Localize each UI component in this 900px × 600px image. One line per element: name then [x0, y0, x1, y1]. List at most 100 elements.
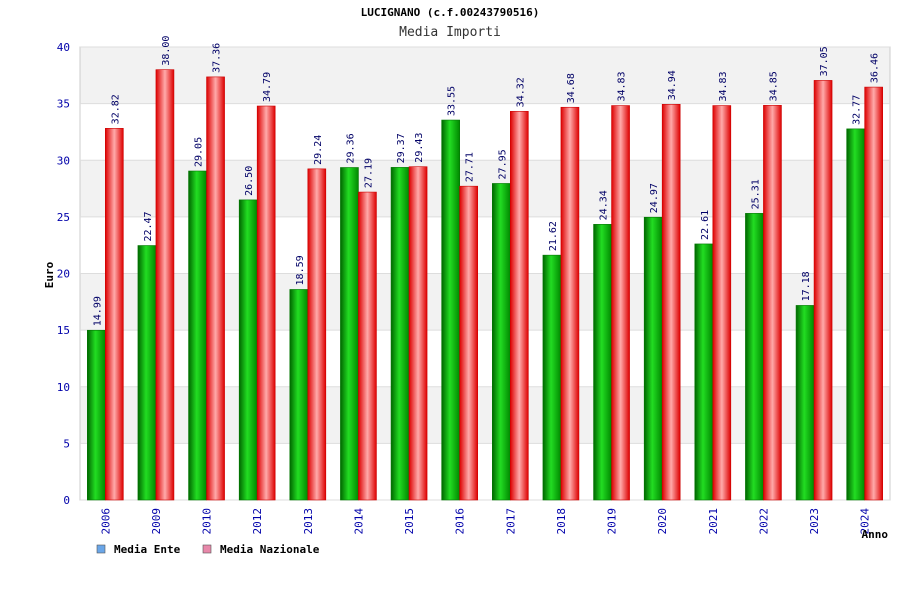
- bar-value-label: 34.83: [617, 71, 628, 101]
- bar-media-nazionale: [459, 185, 478, 501]
- bar-media-nazionale: [611, 105, 630, 501]
- bar-media-nazionale: [105, 128, 124, 501]
- bar-value-label: 34.94: [667, 70, 678, 100]
- bar-value-label: 37.36: [212, 43, 223, 73]
- x-tick-label: 2010: [201, 508, 214, 535]
- bar-media-nazionale: [763, 105, 782, 501]
- bar-value-label: 29.24: [313, 135, 324, 165]
- x-tick-label: 2019: [606, 508, 619, 535]
- bar-value-label: 29.36: [345, 133, 356, 163]
- bar-value-label: 36.46: [870, 53, 881, 83]
- y-tick-label: 0: [63, 494, 70, 507]
- bar-media-ente: [795, 305, 815, 501]
- bar-value-label: 34.32: [515, 77, 526, 107]
- bar-value-label: 32.77: [852, 95, 863, 125]
- bar-value-label: 34.68: [566, 73, 577, 103]
- bar-value-label: 34.85: [768, 71, 779, 101]
- bar-media-ente: [593, 224, 612, 501]
- bar-value-label: 27.95: [497, 149, 508, 179]
- x-tick-label: 2013: [302, 508, 315, 535]
- bar-media-nazionale: [510, 111, 529, 501]
- x-tick-label: 2024: [859, 508, 872, 535]
- y-tick-label: 20: [57, 268, 70, 281]
- legend-swatch-media-ente: [96, 544, 106, 554]
- bar-value-label: 29.05: [194, 137, 205, 167]
- y-tick-label: 30: [57, 154, 70, 167]
- bar-value-label: 34.83: [718, 71, 729, 101]
- x-tick-label: 2021: [707, 508, 720, 535]
- x-axis-label: Anno: [862, 528, 889, 541]
- bar-media-ente: [643, 216, 663, 501]
- bar-media-ente: [694, 243, 714, 501]
- bar-media-ente: [846, 128, 865, 501]
- bar-media-nazionale: [408, 166, 428, 501]
- bar-media-ente: [238, 199, 258, 501]
- x-tick-label: 2012: [251, 508, 264, 535]
- legend-label-media-ente: Media Ente: [114, 543, 181, 556]
- bars: [87, 69, 883, 501]
- x-tick-label: 2023: [808, 508, 821, 535]
- x-tick-label: 2014: [352, 508, 365, 535]
- bar-media-ente: [542, 254, 562, 501]
- y-tick-label: 40: [57, 41, 70, 54]
- y-tick-label: 15: [57, 324, 70, 337]
- bar-value-label: 14.99: [92, 296, 103, 326]
- bar-value-label: 24.97: [649, 183, 660, 213]
- bar-value-label: 27.19: [363, 158, 374, 188]
- bar-value-label: 21.62: [548, 221, 559, 251]
- bar-value-label: 24.34: [599, 190, 610, 220]
- bar-media-nazionale: [307, 168, 327, 501]
- chart-title: LUCIGNANO (c.f.00243790516): [360, 6, 540, 19]
- y-tick-label: 35: [57, 98, 70, 111]
- bar-value-label: 27.71: [465, 152, 476, 182]
- bar-media-nazionale: [712, 105, 732, 501]
- bar-value-label: 17.18: [801, 271, 812, 301]
- bar-media-ente: [87, 329, 106, 501]
- bar-media-ente: [441, 119, 460, 501]
- value-labels: 14.99 32.82 22.47 38.00 29.05 37.36 26.50 34.79…: [92, 36, 880, 327]
- x-tick-label: 2006: [99, 508, 112, 535]
- bar-value-label: 37.05: [819, 46, 830, 76]
- x-tick-label: 2017: [504, 508, 517, 535]
- y-axis-label: Euro: [43, 261, 56, 288]
- bar-value-label: 29.43: [414, 133, 425, 163]
- x-tick-label: 2022: [757, 508, 770, 535]
- x-tick-label: 2015: [403, 508, 416, 535]
- x-tick-label: 2018: [555, 508, 568, 535]
- bar-value-label: 22.47: [143, 211, 154, 241]
- bar-value-label: 32.82: [110, 94, 121, 124]
- bar-media-nazionale: [560, 106, 580, 501]
- bar-media-nazionale: [661, 104, 681, 501]
- bar-value-label: 25.31: [750, 179, 761, 209]
- y-tick-label: 25: [57, 211, 70, 224]
- legend-swatch-media-nazionale: [202, 544, 212, 554]
- bar-media-ente: [340, 167, 359, 501]
- bar-media-ente: [390, 167, 410, 501]
- bar-value-label: 18.59: [295, 255, 306, 285]
- bar-media-ente: [745, 213, 764, 501]
- bar-value-label: 29.37: [396, 133, 407, 163]
- y-tick-label: 10: [57, 381, 70, 394]
- chart-subtitle: Media Importi: [399, 25, 501, 40]
- bar-media-nazionale: [813, 80, 833, 501]
- bar-value-label: 33.55: [447, 86, 458, 116]
- x-axis-ticks: 2006 2009 2010 2012 2013 2014 2015 2016 2017 2018…: [99, 508, 871, 535]
- bar-value-label: 34.79: [262, 72, 273, 102]
- bar-value-label: 22.61: [700, 210, 711, 240]
- y-axis-ticks: 0 5 10 15 20 25 30 35 40: [57, 41, 70, 507]
- y-tick-label: 5: [63, 437, 70, 450]
- bar-media-nazionale: [206, 76, 225, 501]
- x-tick-label: 2016: [454, 508, 467, 535]
- bar-media-ente: [137, 245, 157, 501]
- x-tick-label: 2020: [656, 508, 669, 535]
- bar-media-ente: [289, 289, 309, 501]
- legend-label-media-nazionale: Media Nazionale: [220, 543, 320, 556]
- x-tick-label: 2009: [150, 508, 163, 535]
- legend: Media Ente Media Nazionale: [96, 543, 320, 556]
- bar-media-nazionale: [358, 191, 377, 501]
- bar-value-label: 26.50: [244, 166, 255, 196]
- bar-media-nazionale: [155, 69, 175, 501]
- bar-media-ente: [492, 183, 511, 501]
- bar-media-ente: [188, 170, 207, 501]
